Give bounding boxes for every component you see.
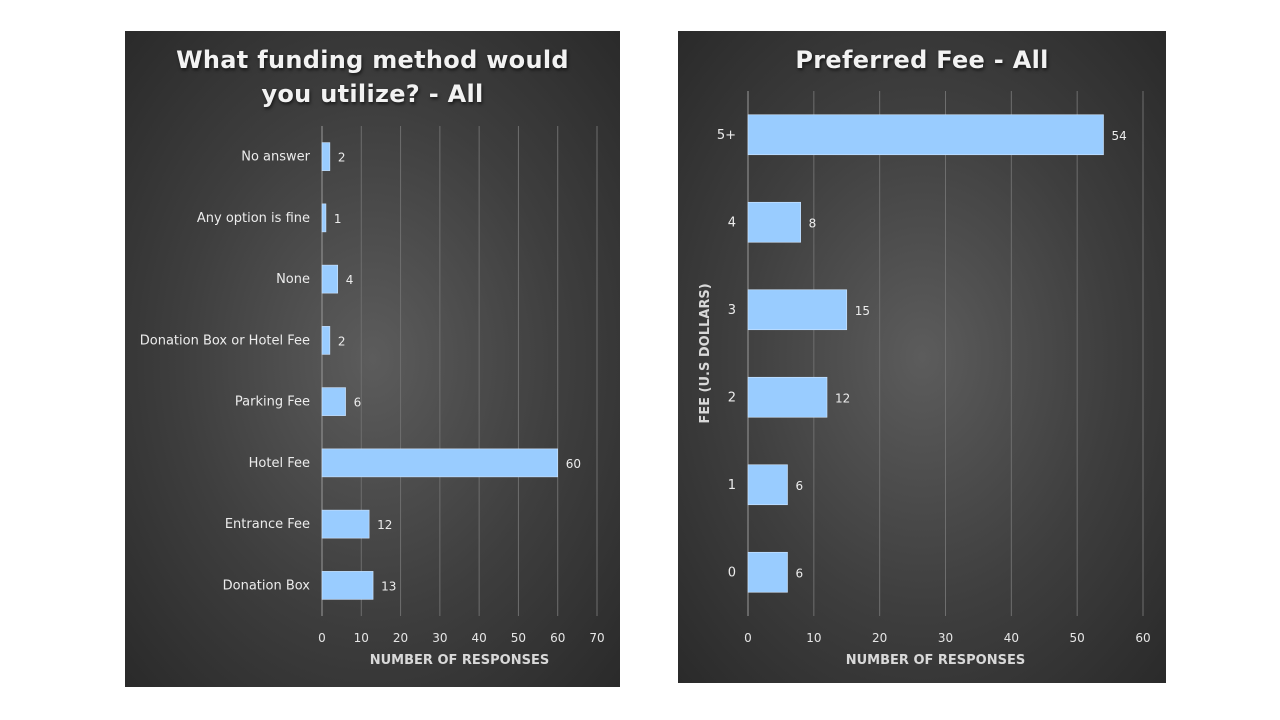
x-tick-label: 60 [550, 631, 565, 645]
data-label: 1 [334, 212, 342, 226]
category-label: Hotel Fee [249, 456, 310, 471]
category-label: Donation Box [223, 578, 311, 593]
x-tick-label: 70 [589, 631, 604, 645]
bar [747, 551, 788, 593]
data-label: 15 [855, 304, 870, 318]
data-label: 4 [346, 273, 354, 287]
data-label: 6 [354, 396, 362, 410]
category-label: Any option is fine [197, 211, 310, 226]
bar [321, 326, 331, 355]
x-tick-label: 20 [393, 631, 408, 645]
x-tick-label: 10 [806, 631, 821, 645]
x-tick-label: 60 [1135, 631, 1150, 645]
bar [321, 387, 346, 416]
bar [321, 142, 331, 171]
category-label: 3 [728, 303, 736, 318]
data-label: 2 [338, 151, 346, 165]
data-label: 13 [381, 579, 396, 593]
bar [747, 376, 828, 418]
x-tick-label: 50 [511, 631, 526, 645]
data-label: 12 [377, 518, 392, 532]
x-tick-label: 30 [938, 631, 953, 645]
category-label: 5+ [717, 128, 736, 143]
category-label: Donation Box or Hotel Fee [140, 333, 310, 348]
data-label: 2 [338, 334, 346, 348]
x-axis-title: NUMBER OF RESPONSES [370, 653, 549, 668]
category-label: Entrance Fee [225, 517, 310, 532]
bar [747, 201, 801, 243]
bar [321, 571, 374, 600]
data-label: 54 [1112, 129, 1127, 143]
data-label: 12 [835, 391, 850, 405]
bar [321, 448, 559, 478]
x-tick-label: 0 [744, 631, 752, 645]
bar [747, 464, 788, 506]
chart-title: What funding method would you utilize? -… [176, 46, 569, 108]
bar [747, 114, 1104, 156]
x-tick-label: 0 [318, 631, 326, 645]
x-tick-label: 10 [354, 631, 369, 645]
data-label: 8 [809, 216, 817, 230]
category-label: 4 [728, 215, 736, 230]
funding-method-chart: What funding method would you utilize? -… [125, 31, 620, 687]
bar [321, 203, 327, 233]
data-label: 60 [566, 457, 581, 471]
funding-method-plot: 0 10 20 30 40 50 60 70 No answer 2 Any option is f… [140, 126, 605, 668]
data-label: 6 [796, 479, 804, 493]
x-tick-label: 20 [872, 631, 887, 645]
category-label: Parking Fee [235, 395, 310, 410]
x-tick-label: 40 [472, 631, 487, 645]
category-label: No answer [241, 150, 310, 165]
category-label: None [276, 272, 310, 287]
preferred-fee-chart: Preferred Fee - All 0 10 20 30 40 50 60 5+ 54 4 8 3… [678, 31, 1166, 683]
x-tick-label: 30 [432, 631, 447, 645]
category-label: 1 [728, 478, 736, 493]
y-axis-title: FEE (U.S DOLLARS) [698, 283, 713, 423]
x-tick-label: 40 [1004, 631, 1019, 645]
category-label: 0 [728, 565, 736, 580]
category-label: 2 [728, 390, 736, 405]
bar [747, 289, 848, 331]
bar [321, 264, 339, 294]
x-tick-label: 50 [1070, 631, 1085, 645]
data-label: 6 [796, 566, 804, 580]
chart-title: Preferred Fee - All [795, 46, 1049, 74]
bar [321, 509, 370, 539]
x-axis-title: NUMBER OF RESPONSES [846, 653, 1025, 668]
